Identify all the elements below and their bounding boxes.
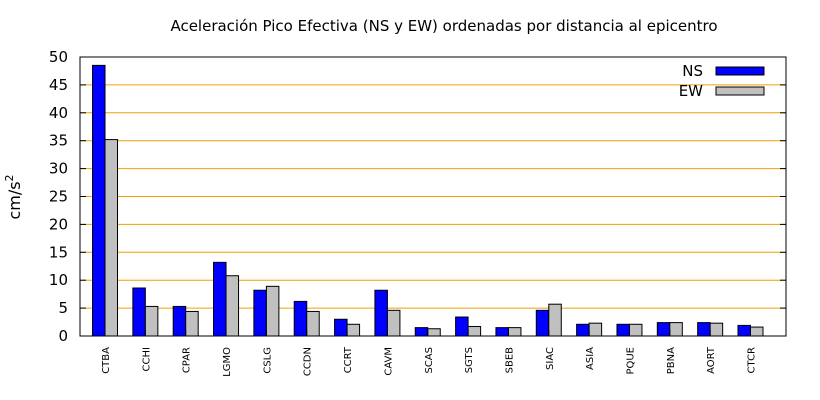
y-tick-label: 5 [58, 299, 68, 317]
chart-title: Aceleración Pico Efectiva (NS y EW) orde… [170, 17, 717, 35]
bar-ns-sgts [455, 316, 469, 337]
bar-ns-asia [576, 323, 590, 337]
bar-ew-ctba [104, 139, 119, 337]
bar-ew-sbeb [507, 327, 522, 337]
bar-ew-sgts [467, 326, 482, 337]
bar-ns-scas [414, 327, 429, 337]
bar-ew-aort [709, 322, 724, 337]
bar-ew-scas [427, 328, 441, 337]
bar-ew-cchi [144, 305, 159, 337]
y-tick-label: 45 [49, 76, 68, 94]
x-tick-label: CCRT [343, 346, 354, 373]
bar-ns-ctba [92, 64, 106, 337]
bar-ns-cavm [374, 289, 388, 337]
y-axis-label-superscript: 2 [3, 174, 16, 181]
legend-label-ns: NS [682, 62, 703, 80]
bar-ns-sbeb [495, 327, 509, 337]
y-tick-label: 10 [49, 271, 68, 289]
x-tick-label: SGTS [464, 347, 475, 373]
legend-label-ew: EW [679, 82, 703, 100]
gridlines [80, 84, 786, 309]
bar-ew-ctcr [749, 326, 764, 337]
x-tick-label: PBNA [666, 347, 677, 374]
bar-ns-pbna [656, 322, 671, 337]
y-tick-label: 25 [49, 188, 68, 206]
bar-ew-cslg [265, 285, 280, 337]
bar-ew-ccdn [306, 310, 320, 337]
x-tick-label: LGMO [222, 347, 233, 377]
x-axis-ticks: CTBA CCHI CPAR LGMO CSLG CCDN CCRT CAVM SCAS SGTS… [101, 330, 757, 377]
y-tick-label: 50 [49, 48, 68, 66]
x-tick-label: ASIA [585, 347, 596, 370]
x-tick-label: CPAR [182, 347, 193, 373]
bar-ew-pbna [669, 322, 683, 337]
x-tick-label: CTCR [746, 347, 757, 373]
x-tick-label: CTBA [101, 347, 112, 374]
bar-ew-pque [628, 323, 643, 337]
y-tick-label: 20 [49, 215, 68, 233]
bar-ns-lgmo [213, 261, 227, 337]
y-tick-label: 30 [49, 160, 68, 178]
bar-ew-asia [588, 322, 603, 337]
y-tick-label: 15 [49, 243, 68, 261]
bar-ns-cslg [253, 289, 267, 337]
y-axis-ticks: 0 5 10 15 20 25 30 35 40 45 50 [49, 48, 786, 345]
bar-ew-cavm [386, 309, 401, 337]
bar-ns-cchi [132, 287, 146, 337]
bar-ns-ccrt [334, 318, 348, 337]
legend: NS EW [679, 62, 765, 100]
x-tick-label: SCAS [424, 347, 435, 374]
x-tick-label: CCDN [303, 347, 314, 376]
x-tick-label: CCHI [141, 347, 152, 371]
bar-ns-ccdn [293, 300, 308, 337]
y-tick-label: 35 [49, 132, 68, 150]
x-tick-label: CSLG [262, 347, 273, 374]
x-tick-label: SBEB [504, 347, 515, 374]
bar-ew-cpar [185, 310, 199, 337]
x-tick-label: CAVM [383, 347, 394, 376]
x-tick-label: AORT [706, 346, 717, 374]
legend-swatch-ew [715, 86, 765, 96]
y-tick-label: 0 [58, 327, 68, 345]
bar-ew-lgmo [225, 275, 240, 337]
bar-ns-pque [616, 323, 630, 337]
y-axis-label: cm/s2 [3, 174, 24, 219]
bar-ns-ctcr [737, 324, 751, 337]
bar-ns-aort [697, 322, 711, 337]
x-tick-label: SIAC [545, 347, 556, 370]
x-tick-label: PQUE [625, 347, 636, 375]
bar-ns-siac [535, 309, 550, 337]
bar-ew-ccrt [346, 323, 361, 337]
bars [92, 64, 764, 337]
y-tick-label: 40 [49, 104, 68, 122]
bar-ns-cpar [172, 305, 187, 337]
legend-swatch-ns [715, 66, 765, 76]
bar-ew-siac [548, 303, 562, 337]
